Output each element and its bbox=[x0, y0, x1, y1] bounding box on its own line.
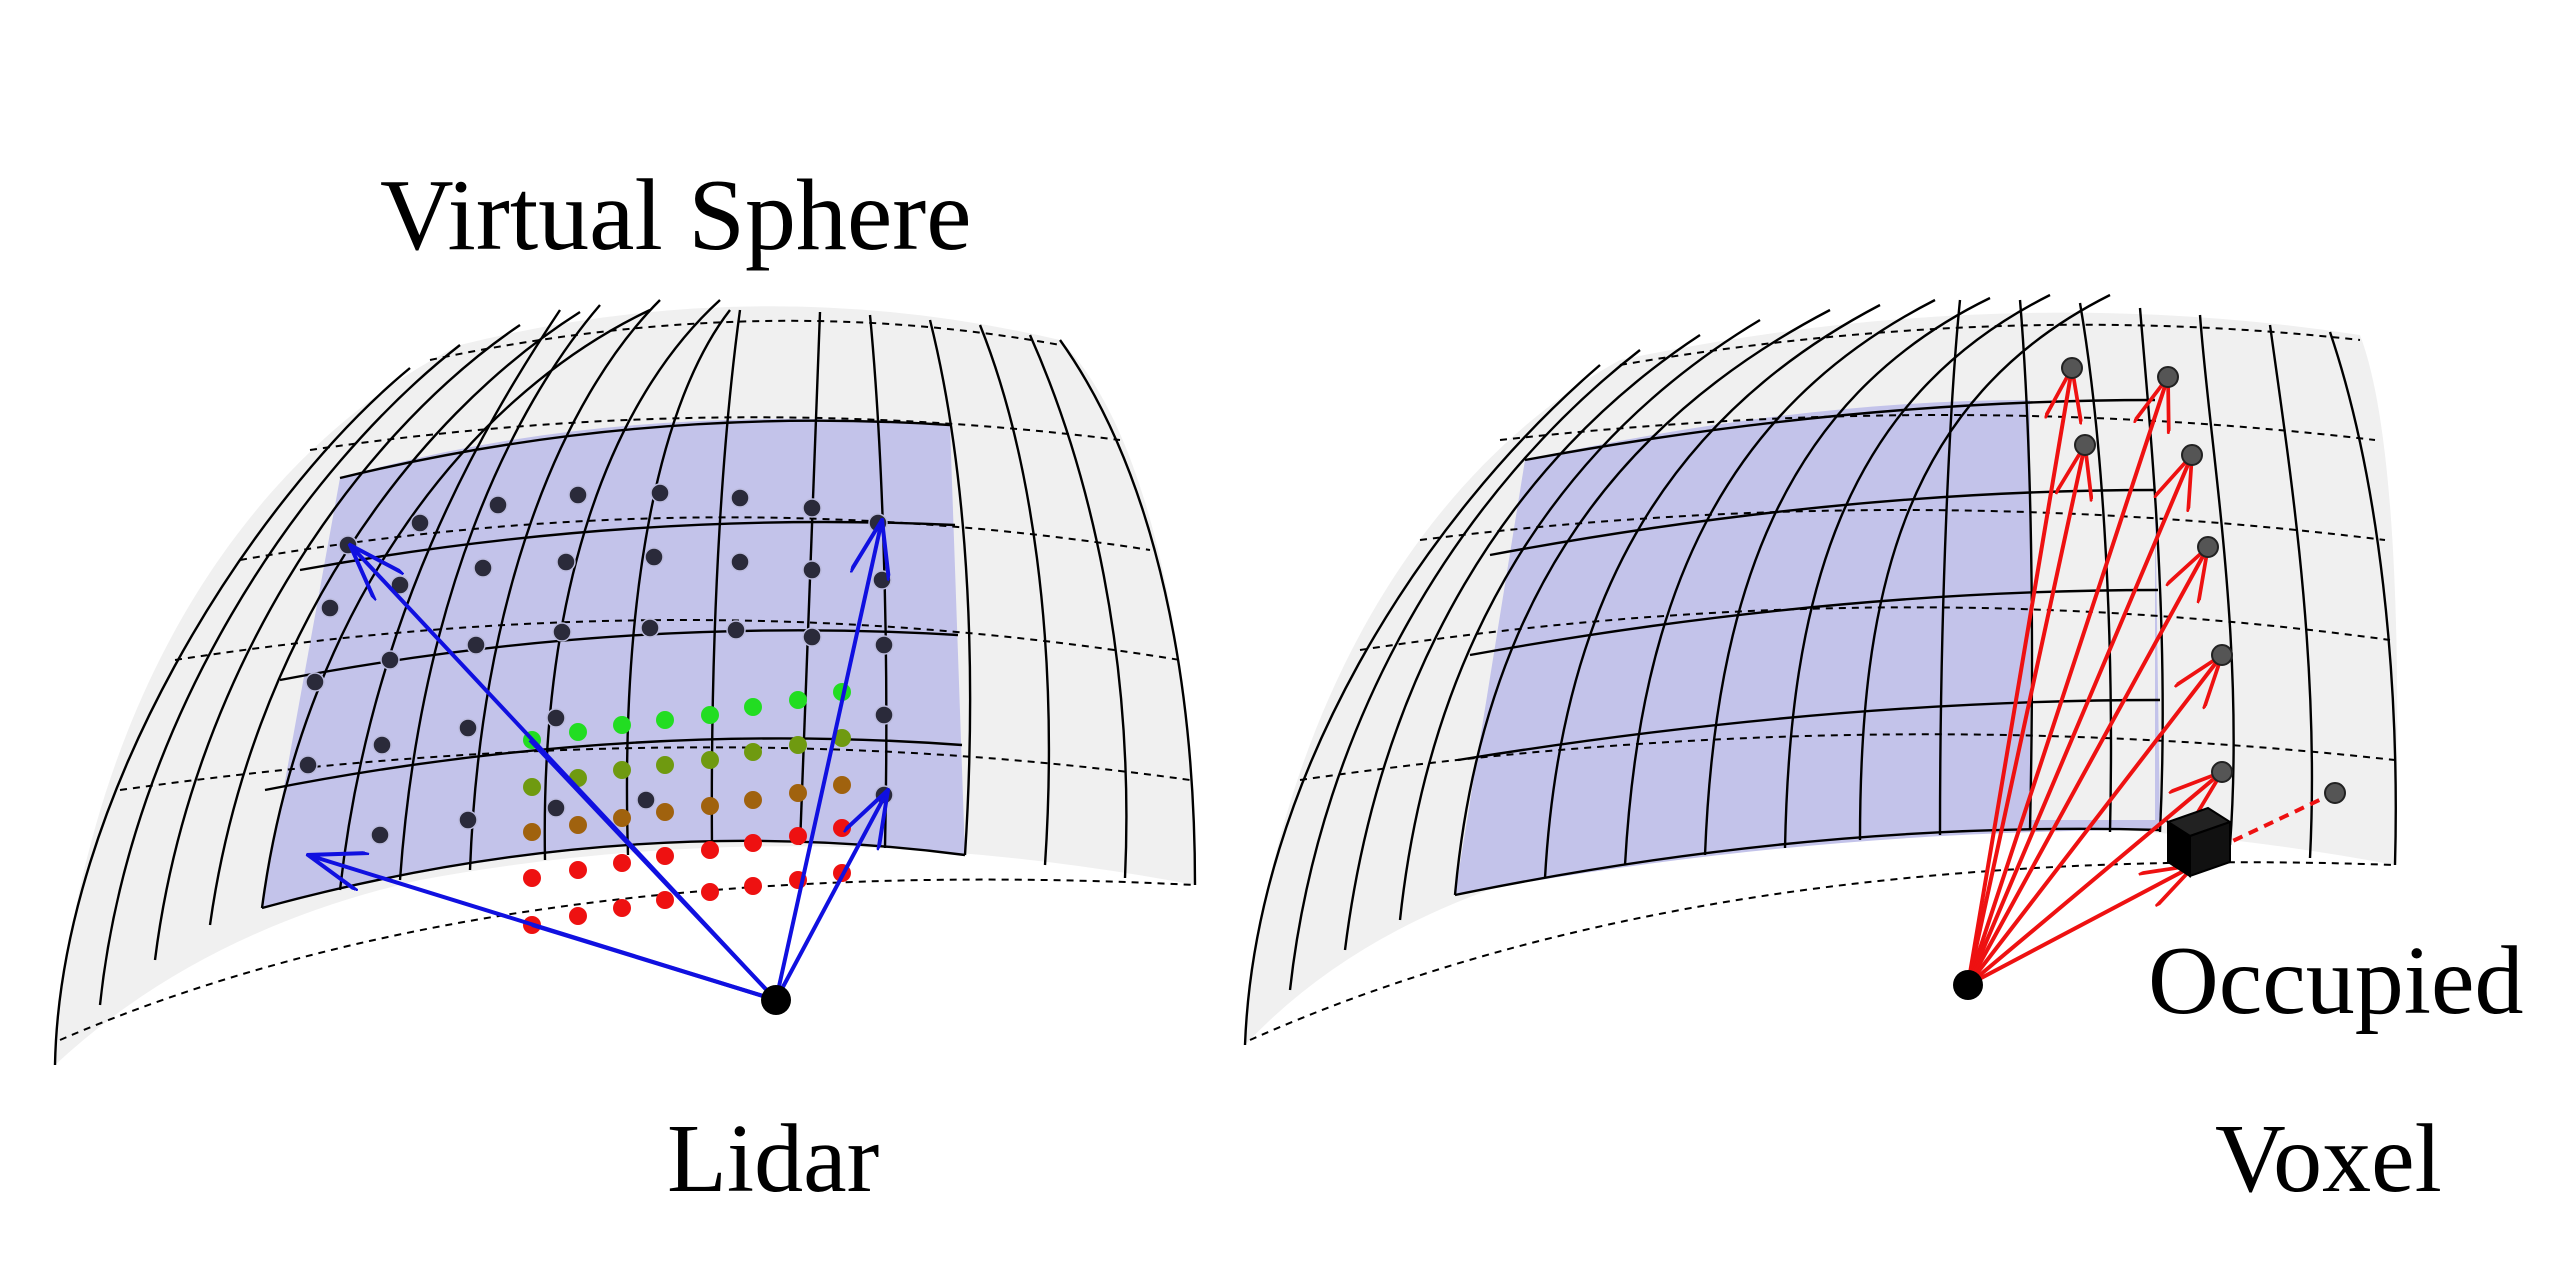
voxel-label: Voxel bbox=[2215, 1105, 2442, 1213]
right-sensor-icon bbox=[1953, 970, 1983, 1000]
left-ground-points-brown bbox=[523, 776, 851, 841]
left-sphere-points bbox=[298, 483, 894, 845]
left-latitude-lines bbox=[59, 319, 1196, 1041]
lidar-label: Lidar bbox=[667, 1105, 880, 1213]
right-highlight-patch bbox=[1455, 400, 2160, 895]
voxel-rays bbox=[1966, 368, 2331, 987]
occupied-label: Occupied bbox=[2148, 927, 2524, 1035]
virtual-sphere-title: Virtual Sphere bbox=[380, 159, 972, 272]
lidar-sensor-icon bbox=[761, 985, 791, 1015]
lidar-rays bbox=[308, 520, 888, 1002]
occupied-voxel-icon bbox=[2165, 806, 2233, 878]
left-highlight-patch bbox=[262, 418, 965, 908]
left-virtual-sphere bbox=[53, 299, 1197, 1066]
right-sphere-points bbox=[2061, 357, 2346, 804]
right-meridian-lines bbox=[1243, 293, 2397, 1046]
right-virtual-sphere bbox=[1243, 293, 2398, 1046]
